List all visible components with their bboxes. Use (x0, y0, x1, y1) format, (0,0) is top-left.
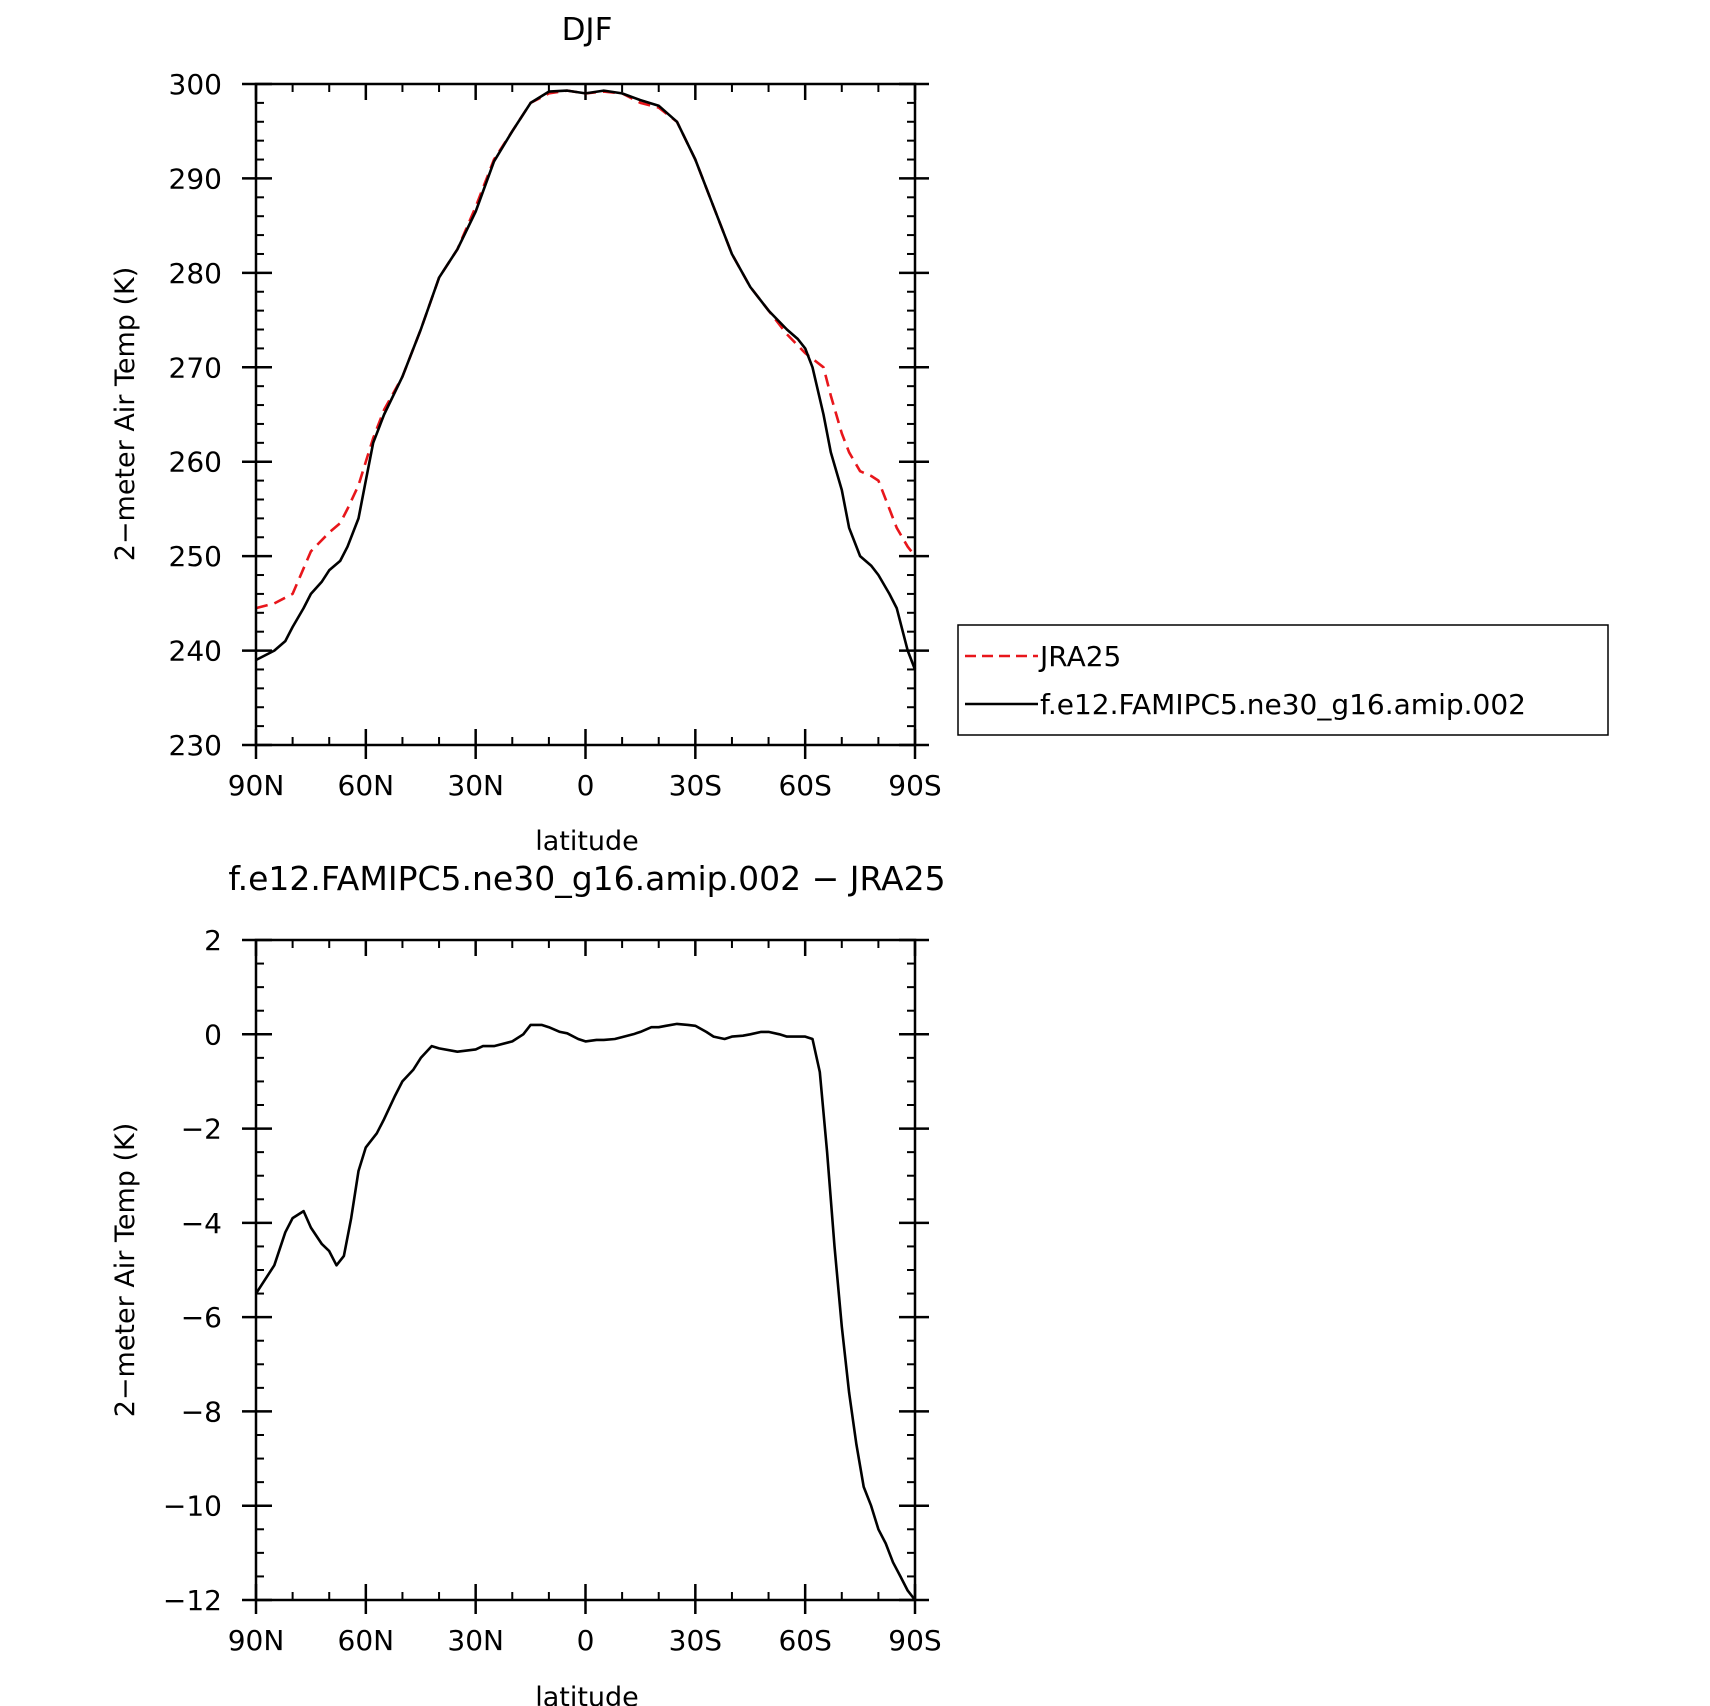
bottom-ticks: 90N 60N 30N 0 30S 60S 90S −12 −10 −8 −6 −4 −2 0 2 (163, 924, 942, 1657)
bottom-x-tick-label: 90S (888, 1624, 941, 1657)
top-series-line-model (255, 89, 917, 670)
bottom-y-axis-label: 2−meter Air Temp (K) (110, 1123, 141, 1418)
top-y-tick-label: 300 (169, 68, 222, 101)
top-x-tick-label: 90N (228, 769, 285, 802)
bottom-y-tick-label: 0 (204, 1018, 222, 1051)
bottom-series (254, 1022, 917, 1601)
bottom-plot-frame (254, 938, 917, 1602)
legend: JRA25 f.e12.FAMIPC5.ne30_g16.amip.002 (957, 624, 1609, 736)
bottom-y-tick-label: −12 (163, 1584, 222, 1617)
bottom-x-tick-label: 90N (228, 1624, 285, 1657)
bottom-y-tick-label: −2 (181, 1113, 222, 1146)
top-y-tick-label: 280 (169, 257, 222, 290)
top-series (255, 89, 917, 670)
bottom-x-axis-label: latitude (535, 1682, 639, 1706)
bottom-x-tick-label: 0 (577, 1624, 595, 1657)
legend-label-model: f.e12.FAMIPC5.ne30_g16.amip.002 (1040, 688, 1526, 721)
legend-label-jra25: JRA25 (1038, 640, 1121, 673)
top-y-tick-label: 270 (169, 351, 222, 384)
bottom-series-line-model (254, 1022, 917, 1601)
top-chart-title: DJF (562, 12, 613, 48)
bottom-y-tick-label: −6 (181, 1301, 222, 1334)
bottom-x-tick-label: 60N (338, 1624, 395, 1657)
bottom-chart-title: f.e12.FAMIPC5.ne30_g16.amip.002 − JRA25 (228, 859, 945, 898)
top-x-tick-label: 30N (447, 769, 504, 802)
bottom-x-tick-label: 60S (778, 1624, 831, 1657)
bottom-y-tick-label: 2 (204, 924, 222, 957)
legend-box (957, 624, 1609, 736)
top-ticks: 90N 60N 30N 0 30S 60S 90S 230 240 250 260 270 280 290… (169, 68, 942, 802)
top-x-tick-label: 60N (338, 769, 395, 802)
top-x-tick-label: 30S (669, 769, 722, 802)
top-y-tick-label: 250 (169, 540, 222, 573)
top-plot-frame (254, 82, 917, 747)
top-x-axis-label: latitude (535, 826, 639, 857)
top-x-tick-label: 90S (888, 769, 941, 802)
bottom-x-tick-label: 30N (447, 1624, 504, 1657)
bottom-y-tick-label: −4 (181, 1207, 222, 1240)
top-y-axis-label: 2−meter Air Temp (K) (110, 267, 141, 562)
top-y-tick-label: 290 (169, 162, 222, 195)
bottom-y-tick-label: −10 (163, 1490, 222, 1523)
top-y-tick-label: 230 (169, 729, 222, 762)
top-panel: DJF 90N 60N 30N 0 30S 60S 90S 230 240 250 260 270 28… (110, 12, 942, 857)
top-y-tick-label: 260 (169, 446, 222, 479)
top-x-tick-label: 60S (778, 769, 831, 802)
top-x-tick-label: 0 (577, 769, 595, 802)
top-y-tick-label: 240 (169, 635, 222, 668)
bottom-panel: f.e12.FAMIPC5.ne30_g16.amip.002 − JRA25 … (110, 859, 946, 1706)
bottom-x-tick-label: 30S (669, 1624, 722, 1657)
bottom-y-tick-label: −8 (181, 1395, 222, 1428)
